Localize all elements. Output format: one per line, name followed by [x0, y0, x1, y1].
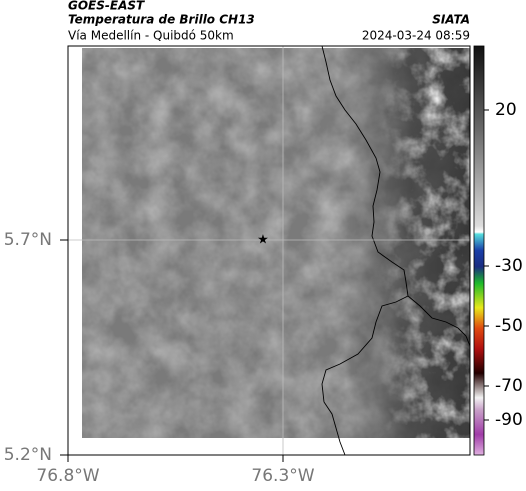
- satellite-image: [82, 48, 470, 438]
- lat-tick-label: 5.2°N: [4, 445, 52, 465]
- source: SIATA: [432, 13, 470, 27]
- product: Temperatura de Brillo CH13: [68, 13, 255, 27]
- satellite: GOES-EAST: [68, 0, 145, 13]
- lon-tick-label: 76.8°W: [36, 466, 99, 486]
- datetime: 2024-03-24 08:59: [362, 29, 470, 43]
- lon-tick-label: 76.3°W: [251, 466, 314, 486]
- grid: [68, 46, 470, 455]
- region: Vía Medellín - Quibdó 50km: [68, 29, 234, 43]
- site-marker: ★: [257, 233, 269, 248]
- colorbar-tick-label: 20: [495, 100, 517, 120]
- borders: [321, 45, 471, 456]
- colorbar: [473, 45, 485, 456]
- colorbar-tick-label: -30: [495, 256, 523, 276]
- colorbar-tick-label: -90: [495, 410, 523, 430]
- colorbar-tick-label: -70: [495, 376, 523, 396]
- colorbar-tick-label: -50: [495, 316, 523, 336]
- lat-tick-label: 5.7°N: [4, 230, 52, 250]
- map-frame: [67, 45, 471, 456]
